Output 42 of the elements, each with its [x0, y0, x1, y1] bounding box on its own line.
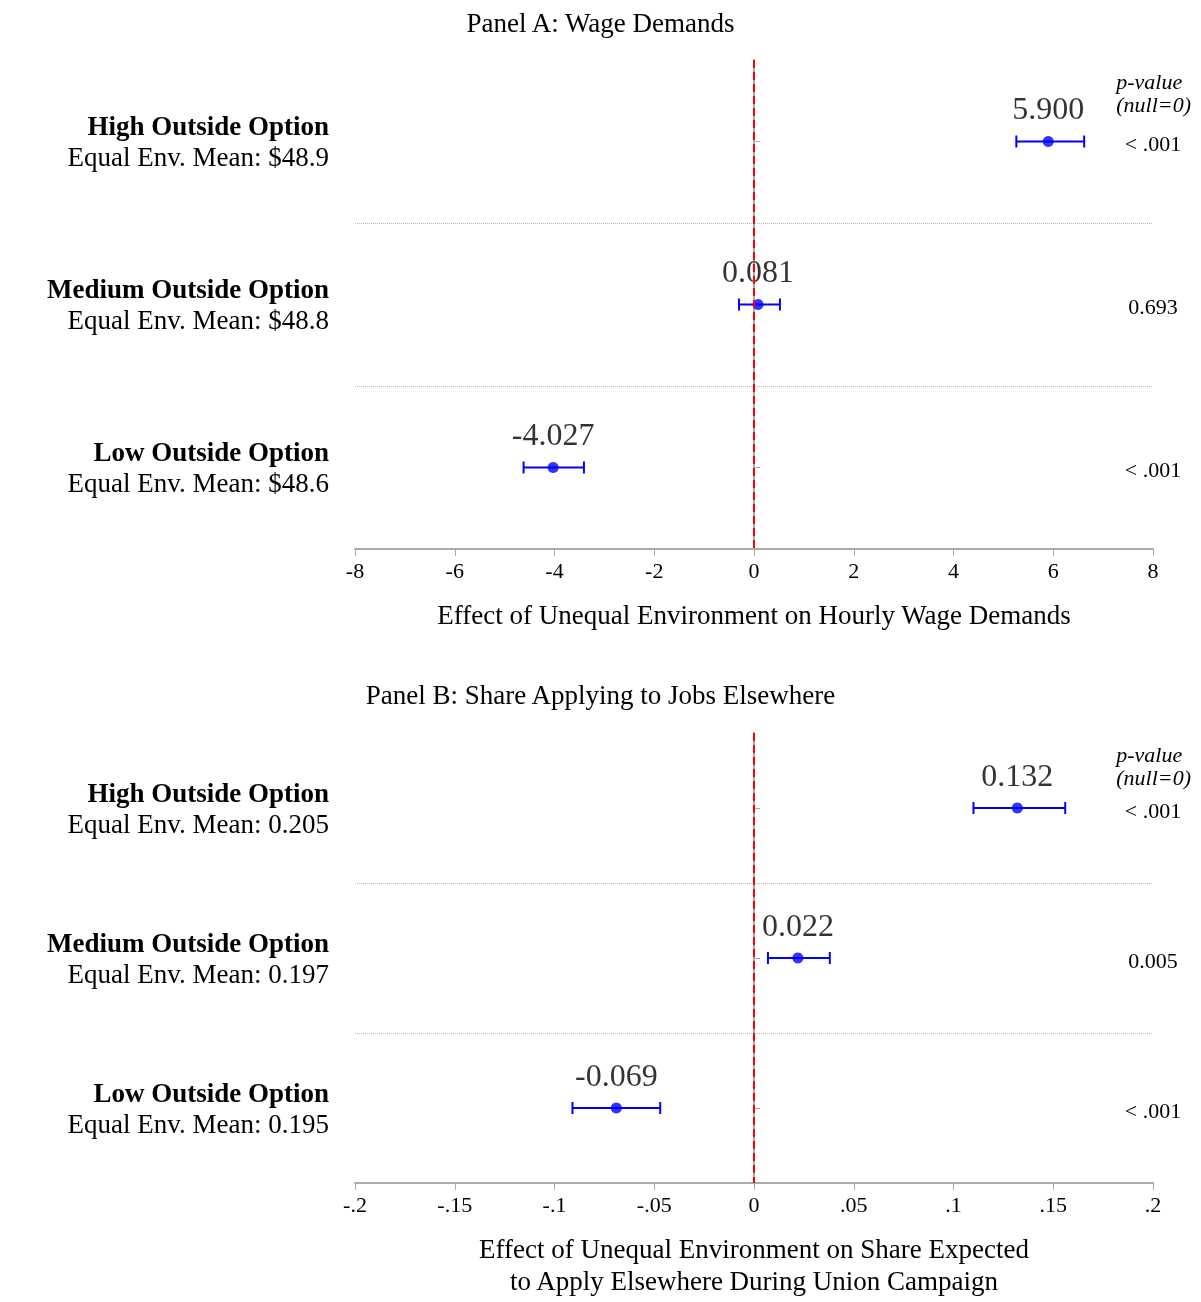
x-tick-label: 0 [748, 1191, 760, 1217]
x-tick-label: .05 [840, 1191, 868, 1217]
x-tick-label: 0 [748, 557, 760, 583]
y-tick-label: Medium Outside Option Equal Env. Mean: $48.8 [46, 274, 329, 335]
annotation: < .001 [1124, 457, 1182, 482]
x-tick-label: -.2 [343, 1191, 367, 1217]
y-tick-label: Medium Outside Option Equal Env. Mean: 0.197 [46, 927, 329, 989]
y-tick-label: High Outside Option Equal Env. Mean: $48.9 [67, 111, 329, 172]
x-tick-label: -.15 [437, 1191, 473, 1217]
annotation: p-value (null=0) [1114, 742, 1192, 790]
x-tick-label: -8 [345, 557, 365, 583]
x-tick-label: 6 [1047, 557, 1059, 583]
x-tick-label: 2 [848, 557, 860, 583]
y-tick-label: High Outside Option Equal Env. Mean: 0.205 [67, 777, 329, 839]
x-tick-label: .2 [1144, 1191, 1162, 1217]
annotation: 0.005 [1128, 947, 1178, 973]
data-label: -4.027 [511, 416, 595, 452]
data-label: 0.132 [981, 756, 1054, 793]
x-tick-label: -6 [445, 557, 464, 583]
x-tick-label: -2 [645, 557, 664, 583]
x-tick-label: 4 [948, 557, 959, 583]
data-label: 0.022 [761, 906, 834, 943]
data-label: -0.069 [575, 1056, 658, 1093]
x-tick-label: -.1 [542, 1191, 567, 1217]
x-tick-label: .1 [945, 1191, 962, 1217]
x-tick-label: 8 [1147, 557, 1159, 583]
x-tick-label: -.05 [636, 1191, 672, 1217]
annotation: < .001 [1124, 1097, 1182, 1123]
x-tick-label: -4 [545, 557, 564, 583]
y-tick-label: Low Outside Option Equal Env. Mean: 0.195 [67, 1077, 329, 1139]
y-tick-label: Low Outside Option Equal Env. Mean: $48.6 [67, 437, 329, 498]
chart-title: Panel B: Share Applying to Jobs Elsewhere [365, 679, 836, 710]
x-axis-title: Effect of Unequal Environment on Hourly Wage Demands [437, 600, 1071, 630]
annotation: < .001 [1124, 131, 1182, 156]
chart-title: Panel A: Wage Demands [466, 7, 735, 38]
annotation: 0.693 [1128, 294, 1178, 319]
annotation: < .001 [1124, 797, 1182, 823]
x-axis-title: Effect of Unequal Environment on Share Expected to Apply Elsewhere During Union Campaign [479, 1234, 1030, 1296]
x-tick-label: .15 [1039, 1191, 1067, 1217]
annotation: p-value (null=0) [1114, 69, 1192, 117]
data-label: 0.081 [722, 253, 795, 289]
data-label: 5.900 [1012, 90, 1085, 126]
